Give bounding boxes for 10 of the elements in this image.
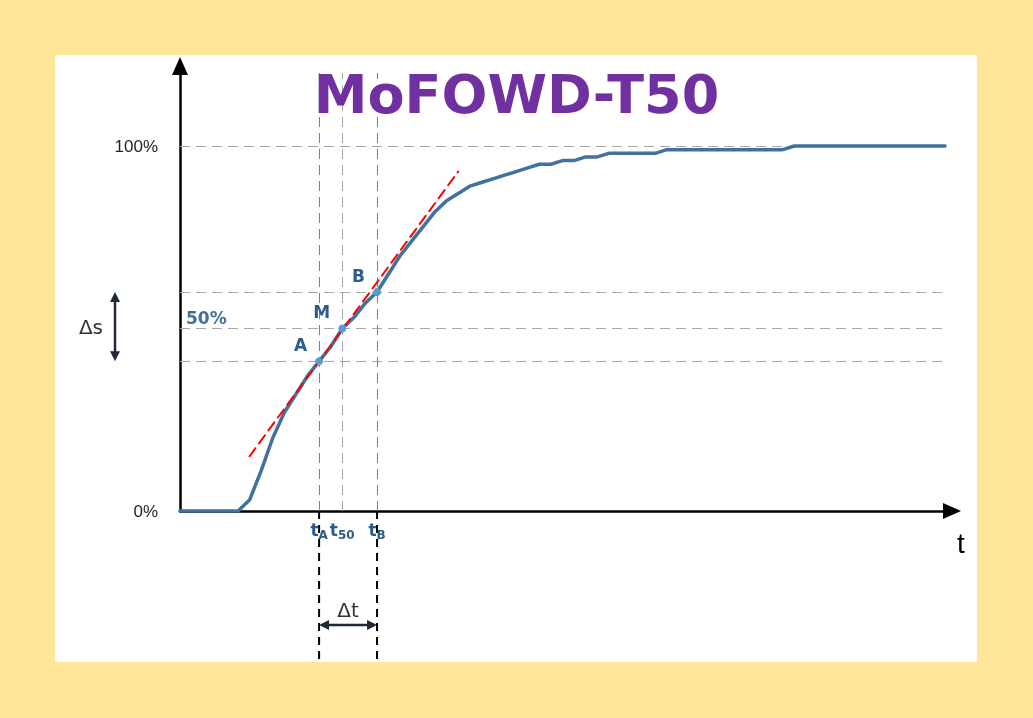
x-axis-title: t <box>957 527 965 559</box>
y-tick-label: 0% <box>133 501 158 521</box>
ref-line-label: 50% <box>186 308 227 328</box>
annotation: A <box>293 334 308 355</box>
chart-title: MoFOWD-T50 <box>313 62 720 126</box>
text: Δt <box>337 598 359 622</box>
text: Δs <box>78 314 103 339</box>
annotation: B <box>352 265 366 286</box>
y-tick-label: 100% <box>114 136 158 156</box>
annotation: M <box>313 302 331 322</box>
